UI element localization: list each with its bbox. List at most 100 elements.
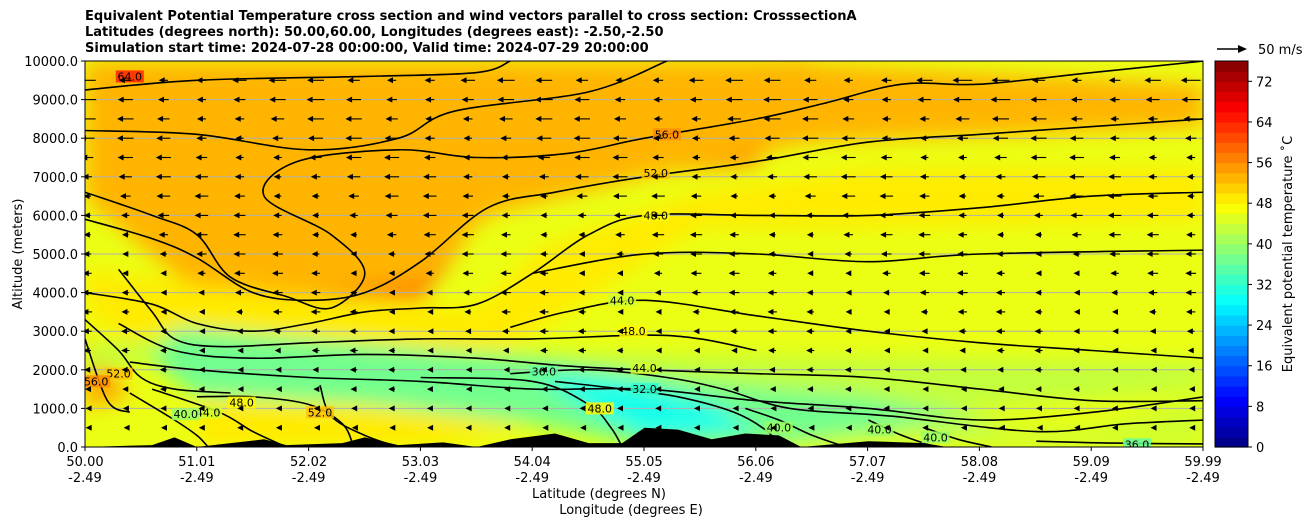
wind-arrowhead: [160, 386, 166, 393]
contour-label: 44.0: [610, 294, 635, 307]
wind-arrowhead: [160, 308, 167, 315]
wind-arrowhead: [311, 251, 318, 257]
wind-arrowhead: [345, 135, 352, 142]
wind-arrowhead: [916, 77, 923, 84]
colorbar-tick-label: 64: [1256, 116, 1273, 131]
wind-arrowhead: [310, 289, 317, 296]
wind-arrowhead: [1030, 154, 1037, 161]
x-tick-label-lat: 55.05: [625, 455, 662, 470]
wind-arrowhead: [269, 96, 276, 103]
colorbar-segment: [1215, 416, 1248, 428]
contour-line-56: [85, 61, 1203, 310]
wind-arrowhead: [426, 289, 433, 296]
wind-arrowhead: [996, 251, 1003, 257]
contour-label-bg: [585, 402, 614, 415]
quiver-key-arrowhead: [1238, 45, 1247, 53]
wind-arrowhead: [233, 212, 240, 219]
wind-arrowhead: [1034, 347, 1041, 354]
y-tick-label: 1000.0: [33, 402, 79, 417]
plot-area: 64.056.052.048.044.048.044.052.056.036.0…: [84, 61, 1203, 447]
wind-arrowhead: [311, 328, 318, 335]
wind-arrowhead: [274, 347, 281, 354]
wind-arrowhead: [194, 173, 201, 180]
wind-arrowhead: [195, 231, 202, 238]
wind-arrowhead: [427, 328, 434, 335]
wind-arrowhead: [499, 115, 505, 122]
wind-arrowhead: [460, 77, 467, 84]
x-tick-label-lat: 50.00: [66, 455, 103, 470]
wind-arrowhead: [1069, 135, 1076, 142]
wind-arrowhead: [1144, 77, 1151, 84]
wind-arrowhead: [1186, 308, 1192, 315]
wind-arrowhead: [1071, 231, 1078, 238]
colorbar-segment: [1215, 233, 1248, 245]
wind-arrowhead: [770, 405, 777, 412]
colorbar-segment: [1215, 355, 1248, 367]
wind-arrowhead: [501, 231, 507, 238]
colorbar-segment: [1215, 213, 1248, 225]
wind-arrowhead: [1186, 231, 1193, 238]
wind-arrowhead: [500, 135, 507, 142]
wind-arrowhead: [1188, 366, 1195, 373]
wind-arrowhead: [991, 77, 998, 84]
wind-arrowhead: [307, 77, 314, 84]
wind-arrowhead: [465, 347, 472, 354]
wind-arrowhead: [542, 405, 549, 412]
wind-arrowhead: [730, 193, 737, 200]
wind-arrowhead: [385, 115, 392, 122]
wind-arrowhead: [957, 231, 964, 238]
wind-arrowhead: [693, 347, 700, 354]
wind-arrowhead: [275, 366, 282, 373]
wind-arrowhead: [769, 386, 776, 393]
contour-label: 56.0: [84, 375, 109, 388]
wind-arrowhead: [160, 270, 167, 277]
wind-arrowhead: [502, 347, 509, 354]
wind-arrowhead: [768, 193, 775, 200]
wind-arrowhead: [312, 231, 319, 238]
wind-arrowhead: [952, 77, 959, 84]
wind-arrowhead: [731, 366, 738, 373]
wind-arrowhead: [500, 251, 507, 257]
wind-arrowhead: [655, 386, 662, 393]
wind-arrowhead: [462, 115, 469, 122]
x-tick-label-lon: -2.49: [180, 471, 214, 486]
wind-arrowhead: [768, 231, 775, 238]
wind-arrowhead: [121, 308, 128, 315]
colorbar-segment: [1215, 61, 1248, 72]
wind-arrowhead: [117, 154, 124, 161]
wind-arrowhead: [197, 270, 204, 277]
wind-arrowhead: [314, 424, 320, 431]
wind-arrowhead: [306, 96, 313, 103]
wind-arrowhead: [121, 366, 128, 373]
wind-arrowhead: [958, 328, 965, 335]
wind-arrowhead: [844, 366, 851, 373]
wind-arrowhead: [807, 270, 814, 277]
wind-arrowhead: [768, 347, 775, 354]
wind-arrowhead: [769, 366, 775, 373]
wind-arrowhead: [423, 173, 430, 180]
wind-arrowhead: [1073, 386, 1080, 393]
contour-label: 48.0: [229, 397, 254, 410]
wind-arrowhead: [614, 212, 620, 219]
wind-arrowhead: [1111, 289, 1118, 296]
wind-arrowhead: [350, 251, 357, 257]
wind-arrowhead: [1071, 77, 1078, 84]
wind-arrowhead: [500, 270, 507, 277]
wind-arrowhead: [725, 77, 732, 84]
wind-arrowhead: [1186, 154, 1193, 161]
wind-arrowhead: [845, 405, 852, 412]
wind-arrowhead: [85, 154, 88, 161]
wind-arrowhead: [997, 212, 1004, 219]
colorbar-segment: [1215, 284, 1248, 296]
wind-arrowhead: [655, 328, 662, 335]
wind-arrowhead: [1072, 251, 1079, 257]
colorbar-segment: [1215, 396, 1248, 407]
wind-arrowhead: [465, 328, 472, 335]
contour-label: 36.0: [532, 366, 557, 379]
wind-arrowhead: [1073, 405, 1080, 412]
wind-arrowhead: [845, 289, 852, 296]
wind-arrowhead: [573, 115, 580, 122]
wind-arrowhead: [953, 96, 960, 103]
wind-arrowhead: [803, 173, 810, 180]
